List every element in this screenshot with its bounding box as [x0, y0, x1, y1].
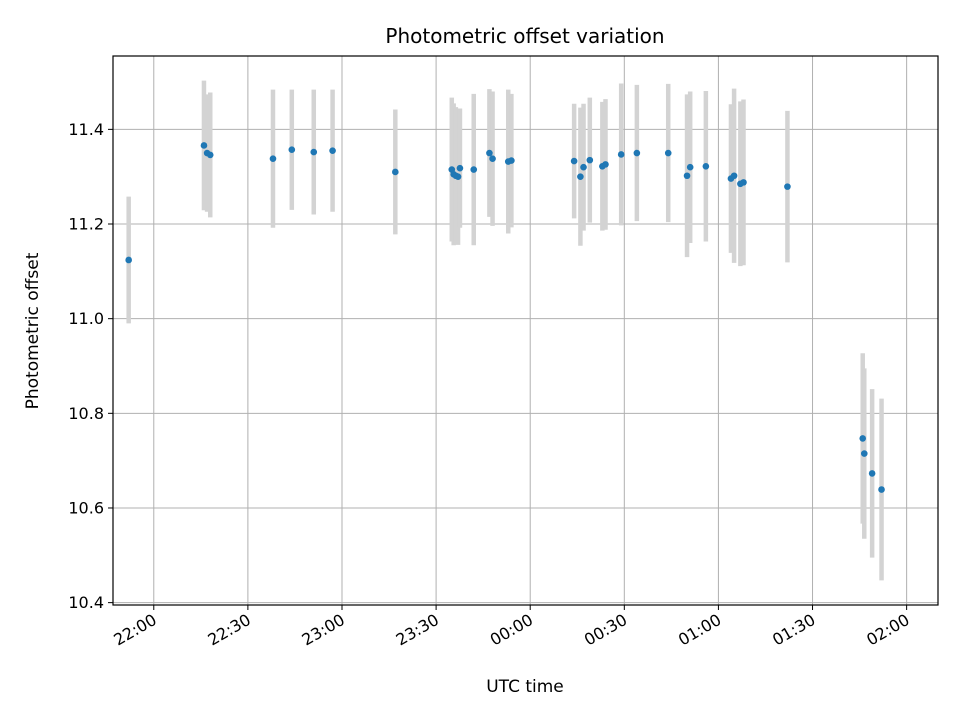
data-point — [878, 486, 885, 493]
data-point — [392, 168, 399, 176]
data-point — [489, 155, 496, 163]
data-point — [860, 450, 868, 457]
grid — [113, 56, 938, 605]
data-point — [702, 162, 710, 170]
data-point — [683, 172, 691, 180]
data-point — [602, 161, 609, 168]
y-ticks: 10.4 10.6 10.8 11.0 11.2 11.4 — [68, 120, 113, 612]
data-point — [570, 157, 578, 165]
data-point — [486, 149, 493, 157]
y-tick-label: 10.4 — [68, 593, 104, 612]
data-point — [125, 256, 132, 264]
data-point — [310, 148, 318, 156]
y-tick-label: 11.2 — [68, 215, 104, 234]
data-point — [329, 147, 336, 154]
data-point — [456, 164, 464, 172]
data-point — [633, 149, 641, 157]
plot-frame — [112, 55, 939, 606]
data-point — [508, 157, 515, 164]
data-point — [664, 149, 672, 157]
x-axis-label: UTC time — [486, 677, 564, 697]
data-point — [617, 151, 625, 158]
y-axis-label: Photometric offset — [23, 252, 43, 409]
data-point — [868, 470, 876, 477]
data-point — [269, 155, 277, 163]
data-point — [859, 435, 867, 442]
data-point — [577, 173, 584, 180]
chart-title: Photometric offset variation — [385, 24, 664, 48]
y-tick-label: 11.0 — [68, 309, 104, 328]
y-tick-label: 10.6 — [68, 498, 104, 517]
y-tick-label: 10.8 — [68, 404, 104, 423]
data-point — [580, 163, 587, 171]
data-point — [200, 142, 208, 149]
data-markers — [125, 142, 885, 493]
data-point — [740, 179, 747, 186]
data-point — [288, 146, 296, 154]
data-point — [784, 183, 791, 190]
data-point — [454, 173, 462, 180]
data-point — [206, 151, 214, 159]
data-point — [586, 156, 594, 164]
data-point — [686, 163, 694, 171]
y-tick-label: 11.4 — [68, 120, 104, 139]
data-point — [470, 166, 478, 173]
data-point — [730, 172, 738, 180]
